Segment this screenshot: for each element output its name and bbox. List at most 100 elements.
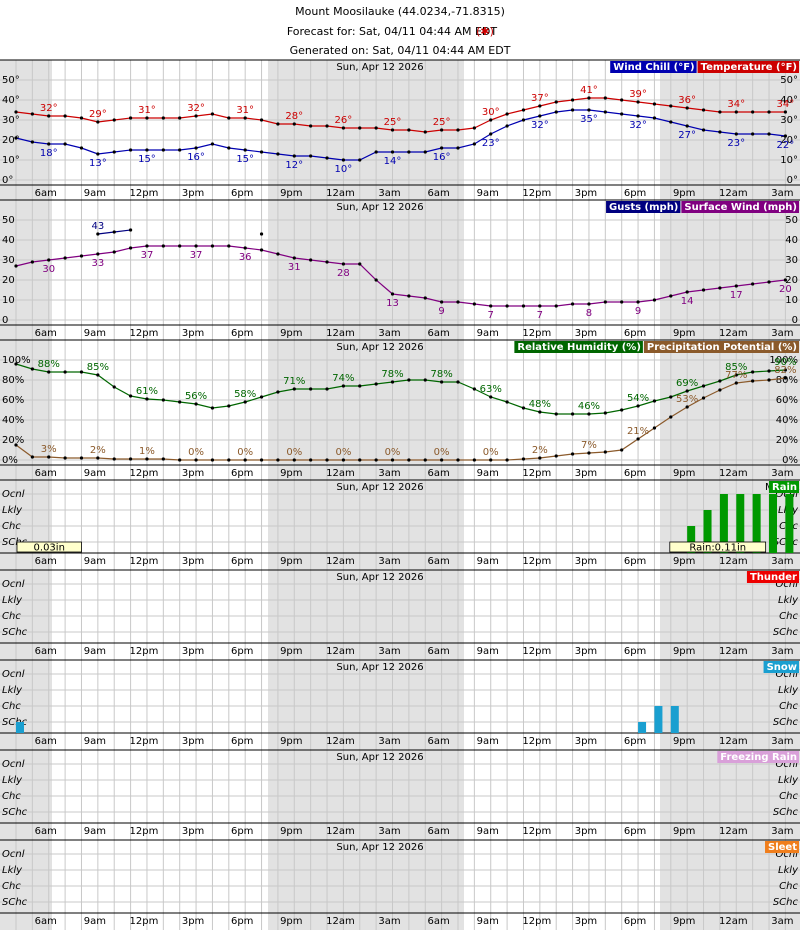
- data-point: [587, 451, 591, 455]
- x-tick-label: 9pm: [280, 646, 302, 657]
- data-label: 3%: [41, 444, 57, 455]
- night-shading: [0, 60, 52, 200]
- page-title: Mount Moosilauke (44.0234,-71.8315): [295, 5, 505, 18]
- data-label: 63%: [480, 384, 502, 395]
- x-tick-label: 9am: [84, 188, 106, 199]
- data-point: [472, 458, 476, 462]
- x-tick-label: 9pm: [280, 556, 302, 567]
- night-shading: [0, 200, 52, 340]
- data-point: [96, 456, 100, 460]
- data-point: [603, 96, 607, 100]
- data-label: 32°: [187, 103, 205, 114]
- x-tick-label: 9pm: [280, 188, 302, 199]
- data-point: [341, 126, 345, 130]
- legend-swatch: [769, 481, 799, 493]
- data-point: [472, 387, 476, 391]
- data-point: [440, 380, 444, 384]
- data-point: [734, 132, 738, 136]
- x-tick-label: 6am: [428, 916, 450, 927]
- legend-swatch: [643, 341, 799, 353]
- x-tick-label: 6pm: [624, 736, 646, 747]
- y-tick-label: Lkly: [2, 685, 23, 696]
- data-point: [734, 373, 738, 377]
- data-label: 13°: [89, 158, 107, 169]
- data-point: [178, 244, 182, 248]
- data-label: 14°: [384, 156, 402, 167]
- y-tick-label-right: Ocnl: [776, 759, 799, 770]
- data-label: 9: [438, 306, 444, 317]
- data-point: [292, 256, 296, 260]
- x-tick-label: 9pm: [280, 328, 302, 339]
- y-tick-label-right: Chc: [779, 791, 798, 802]
- data-point: [407, 378, 411, 382]
- data-point: [227, 116, 231, 120]
- data-point: [440, 146, 444, 150]
- x-tick-label: 9am: [477, 646, 499, 657]
- data-point: [570, 452, 575, 456]
- data-point: [210, 458, 215, 462]
- y-tick-label-right: 0°: [787, 175, 798, 186]
- night-shading: [660, 200, 800, 340]
- data-point: [145, 116, 149, 120]
- x-tick-label: 3pm: [182, 736, 204, 747]
- bar: [752, 494, 761, 553]
- night-shading: [660, 660, 800, 750]
- y-tick-label: SChc: [2, 897, 28, 908]
- data-label: 27°: [678, 130, 696, 141]
- y-tick-label: 0%: [2, 455, 18, 466]
- x-tick-label: 3pm: [182, 188, 204, 199]
- x-tick-label: 3am: [378, 328, 400, 339]
- data-label: 28: [337, 268, 350, 279]
- x-tick-label: 3pm: [182, 468, 204, 479]
- data-point: [489, 132, 493, 136]
- y-tick-label-right: SChc: [773, 717, 799, 728]
- x-tick-label: 3am: [378, 736, 400, 747]
- data-label: 0%: [237, 447, 253, 458]
- data-point: [259, 118, 264, 122]
- data-point: [456, 380, 460, 384]
- y-tick-label: 10°: [2, 155, 20, 166]
- x-tick-label: 12pm: [522, 736, 551, 747]
- y-tick-label-right: 50°: [780, 75, 798, 86]
- forecast-link[interactable]: (✱): [476, 25, 494, 38]
- data-point: [79, 146, 84, 150]
- x-tick-label: 6pm: [624, 556, 646, 567]
- night-shading: [0, 660, 52, 750]
- data-point: [374, 126, 378, 130]
- data-point: [587, 96, 591, 100]
- data-point: [47, 370, 51, 374]
- night-shading: [268, 840, 464, 930]
- data-point: [685, 405, 689, 409]
- x-tick-label: 9pm: [673, 826, 695, 837]
- x-tick-label: 3pm: [575, 188, 597, 199]
- data-point: [669, 104, 673, 108]
- y-tick-label: Chc: [2, 521, 21, 532]
- date-label: Sun, Apr 12 2026: [336, 842, 423, 853]
- data-point: [259, 248, 264, 252]
- y-tick-label: 30°: [2, 115, 20, 126]
- y-tick-label-right: 40°: [780, 95, 798, 106]
- y-tick-label: Lkly: [2, 865, 23, 876]
- x-tick-label: 12pm: [130, 736, 159, 747]
- x-tick-label: 9am: [84, 556, 106, 567]
- y-tick-label-right: 40: [785, 235, 798, 246]
- x-tick-label: 12am: [719, 646, 748, 657]
- y-tick-label: Ocnl: [2, 759, 25, 770]
- y-tick-label: 80%: [2, 375, 24, 386]
- data-point: [701, 128, 706, 132]
- x-tick-label: 3am: [378, 646, 400, 657]
- night-shading: [660, 750, 800, 840]
- x-tick-label: 12am: [719, 916, 748, 927]
- data-point: [456, 128, 460, 132]
- legend-label: Surface Wind (mph): [684, 202, 797, 213]
- x-tick-label: 9am: [84, 736, 106, 747]
- data-label: 25°: [433, 117, 451, 128]
- data-label: 29°: [89, 109, 107, 120]
- data-label: 69%: [676, 378, 698, 389]
- y-tick-label: Ocnl: [2, 489, 25, 500]
- data-label: 12°: [285, 160, 303, 171]
- y-tick-label: Lkly: [2, 595, 23, 606]
- y-tick-label-right: 60%: [776, 395, 798, 406]
- data-point: [751, 110, 755, 114]
